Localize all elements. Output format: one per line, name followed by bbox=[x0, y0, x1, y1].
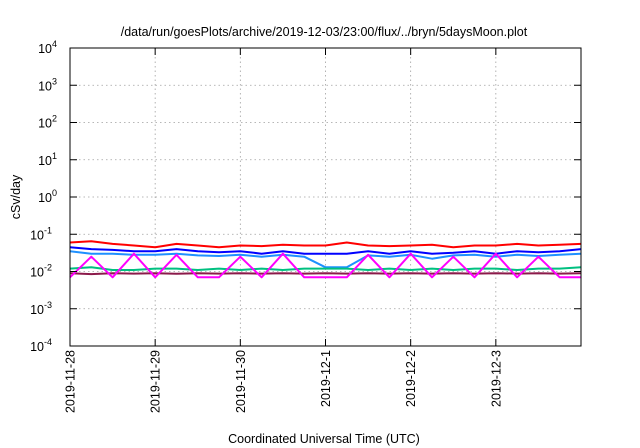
y-tick-label: 10-4 bbox=[30, 337, 52, 354]
series-line-1 bbox=[69, 240, 582, 249]
x-tick-label: 2019-11-28 bbox=[64, 350, 78, 413]
y-tick-label: 10-1 bbox=[30, 225, 52, 242]
grid bbox=[69, 48, 581, 346]
series-line-3 bbox=[69, 250, 582, 269]
chart-title: /data/run/goesPlots/archive/2019-12-03/2… bbox=[121, 25, 528, 39]
y-tick-label: 103 bbox=[38, 76, 57, 93]
y-tick-label: 101 bbox=[38, 151, 57, 168]
y-axis-label: cSv/day bbox=[9, 174, 23, 219]
x-tick-label: 2019-12-2 bbox=[404, 350, 418, 407]
series-line-2 bbox=[69, 246, 582, 255]
series-line-6 bbox=[69, 252, 581, 279]
y-tick-label: 104 bbox=[38, 39, 57, 56]
x-tick-label: 2019-12-1 bbox=[319, 350, 333, 407]
x-tick-label: 2019-11-29 bbox=[149, 350, 163, 413]
series-layer bbox=[69, 240, 582, 279]
x-axis: 2019-11-28 2019-11-29 2019-11-30 2019-12-1 2… bbox=[64, 48, 503, 413]
series-line-4 bbox=[69, 266, 582, 271]
y-axis: 10-4 10-3 10-2 10-1 100 101 102 103 104 bbox=[30, 39, 581, 354]
x-tick-label: 2019-11-30 bbox=[234, 350, 248, 413]
y-tick-label: 100 bbox=[38, 188, 57, 205]
y-tick-label: 10-3 bbox=[30, 300, 52, 317]
y-tick-label: 10-2 bbox=[30, 263, 52, 280]
y-tick-label: 102 bbox=[38, 114, 57, 131]
series-line-5 bbox=[69, 272, 582, 276]
x-tick-label: 2019-12-3 bbox=[489, 350, 503, 407]
x-axis-label: Coordinated Universal Time (UTC) bbox=[228, 432, 420, 446]
